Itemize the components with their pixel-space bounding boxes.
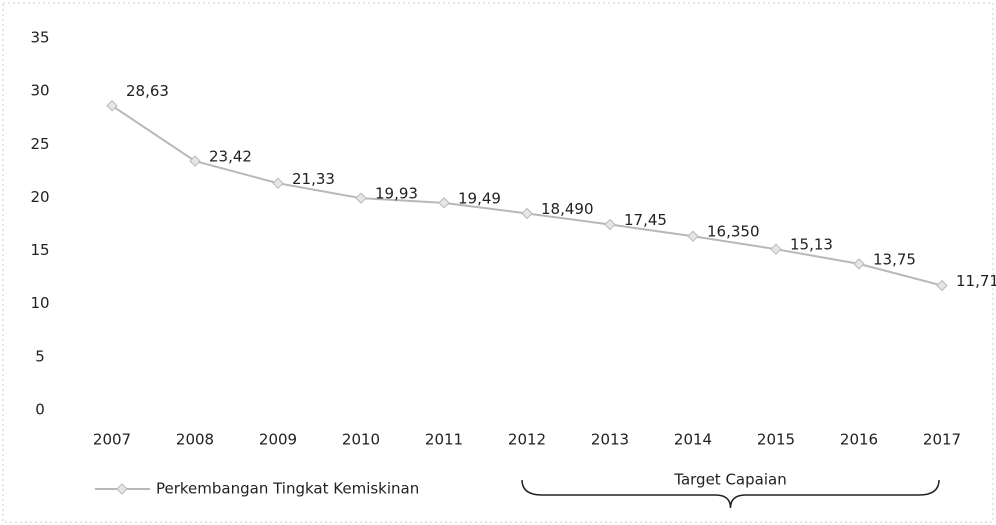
x-tick-label: 2016 [840,431,878,449]
point [189,155,201,167]
point [853,258,865,270]
point [521,207,533,220]
point [272,177,284,190]
x-tick-label: 2011 [425,431,463,449]
y-tick-label: 5 [35,347,45,365]
legend-marker [116,483,128,495]
data-label: 23,42 [209,148,252,166]
x-tick-label: 2010 [342,431,380,449]
data-label: 15,13 [790,236,833,254]
brace [521,479,940,509]
y-tick-label: 25 [30,135,49,153]
point [106,99,118,112]
x-tick-label: 2014 [674,431,712,449]
data-label: 11,71 [956,272,996,290]
y-tick-label: 35 [30,29,49,47]
x-tick-label: 2017 [923,431,961,449]
data-label: 17,45 [624,211,667,229]
point [936,279,948,292]
point [438,197,450,209]
point [687,230,699,242]
data-label: 19,93 [375,185,418,203]
x-tick-label: 2012 [508,431,546,449]
data-label: 13,75 [873,250,916,268]
point [355,192,367,204]
data-label: 18,490 [541,200,594,218]
series-line [111,104,943,287]
y-tick-label: 0 [35,401,45,419]
x-tick-label: 2015 [757,431,795,449]
x-tick-label: 2008 [176,431,214,449]
annotation: Target Capaian [673,471,786,489]
y-tick-label: 15 [30,241,49,259]
data-label: 16,350 [707,223,760,241]
x-tick-label: 2009 [259,431,297,449]
point [770,243,782,255]
data-label: 28,63 [126,82,169,100]
y-tick-label: 10 [30,294,49,312]
point [604,218,616,231]
data-label: 21,33 [292,170,335,188]
x-tick-label: 2013 [591,431,629,449]
y-tick-label: 30 [30,82,49,100]
x-tick-label: 2007 [93,431,131,449]
y-tick-label: 20 [30,188,49,206]
legend-label: Perkembangan Tingkat Kemiskinan [156,480,419,498]
data-label: 19,49 [458,189,501,207]
